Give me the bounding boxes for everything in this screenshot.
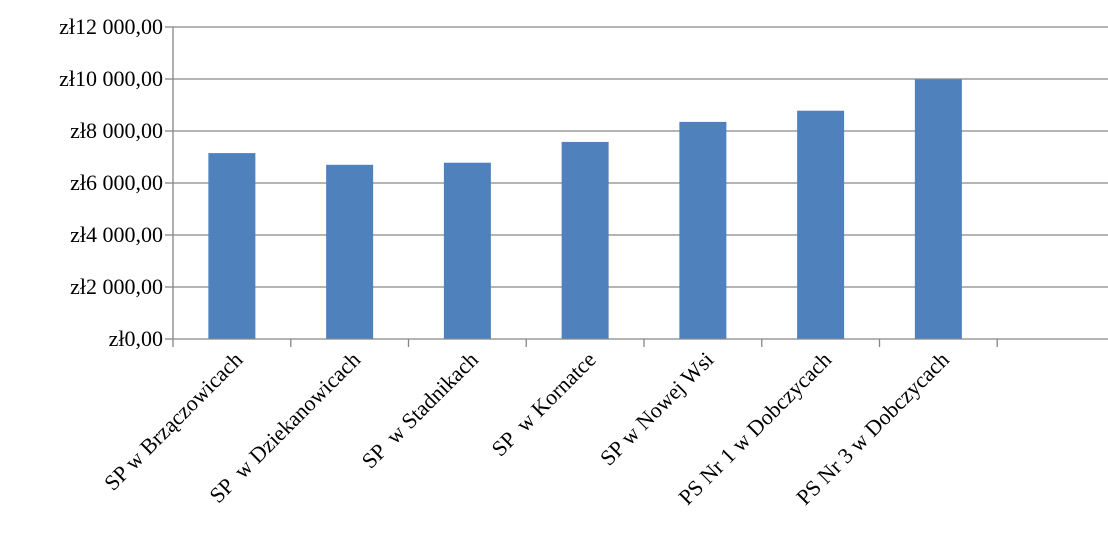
bar bbox=[208, 153, 256, 339]
bar bbox=[443, 162, 491, 339]
x-category-label: SP w Stadnikach bbox=[356, 347, 482, 473]
y-tick-label: zł8 000,00 bbox=[70, 118, 163, 143]
y-tick-label: zł10 000,00 bbox=[59, 66, 163, 91]
y-tick-label: zł0,00 bbox=[109, 326, 163, 351]
y-tick-label: zł12 000,00 bbox=[59, 14, 163, 39]
x-category-label: SP w Kornatce bbox=[486, 347, 600, 461]
bar bbox=[326, 164, 374, 339]
y-tick-label: zł6 000,00 bbox=[70, 170, 163, 195]
gridlines bbox=[173, 26, 1108, 288]
bar bbox=[797, 110, 845, 339]
x-category-label: SP w Nowej Wsi bbox=[595, 347, 719, 471]
axes bbox=[165, 26, 1108, 347]
y-tick-labels: zł0,00 zł2 000,00 zł4 000,00 zł6 000,00 zł8 … bbox=[59, 14, 163, 351]
bar bbox=[679, 121, 727, 340]
bars bbox=[208, 79, 962, 340]
y-tick-label: zł4 000,00 bbox=[70, 222, 163, 247]
bar bbox=[561, 141, 609, 339]
y-tick-label: zł2 000,00 bbox=[70, 274, 163, 299]
bar bbox=[914, 79, 962, 340]
